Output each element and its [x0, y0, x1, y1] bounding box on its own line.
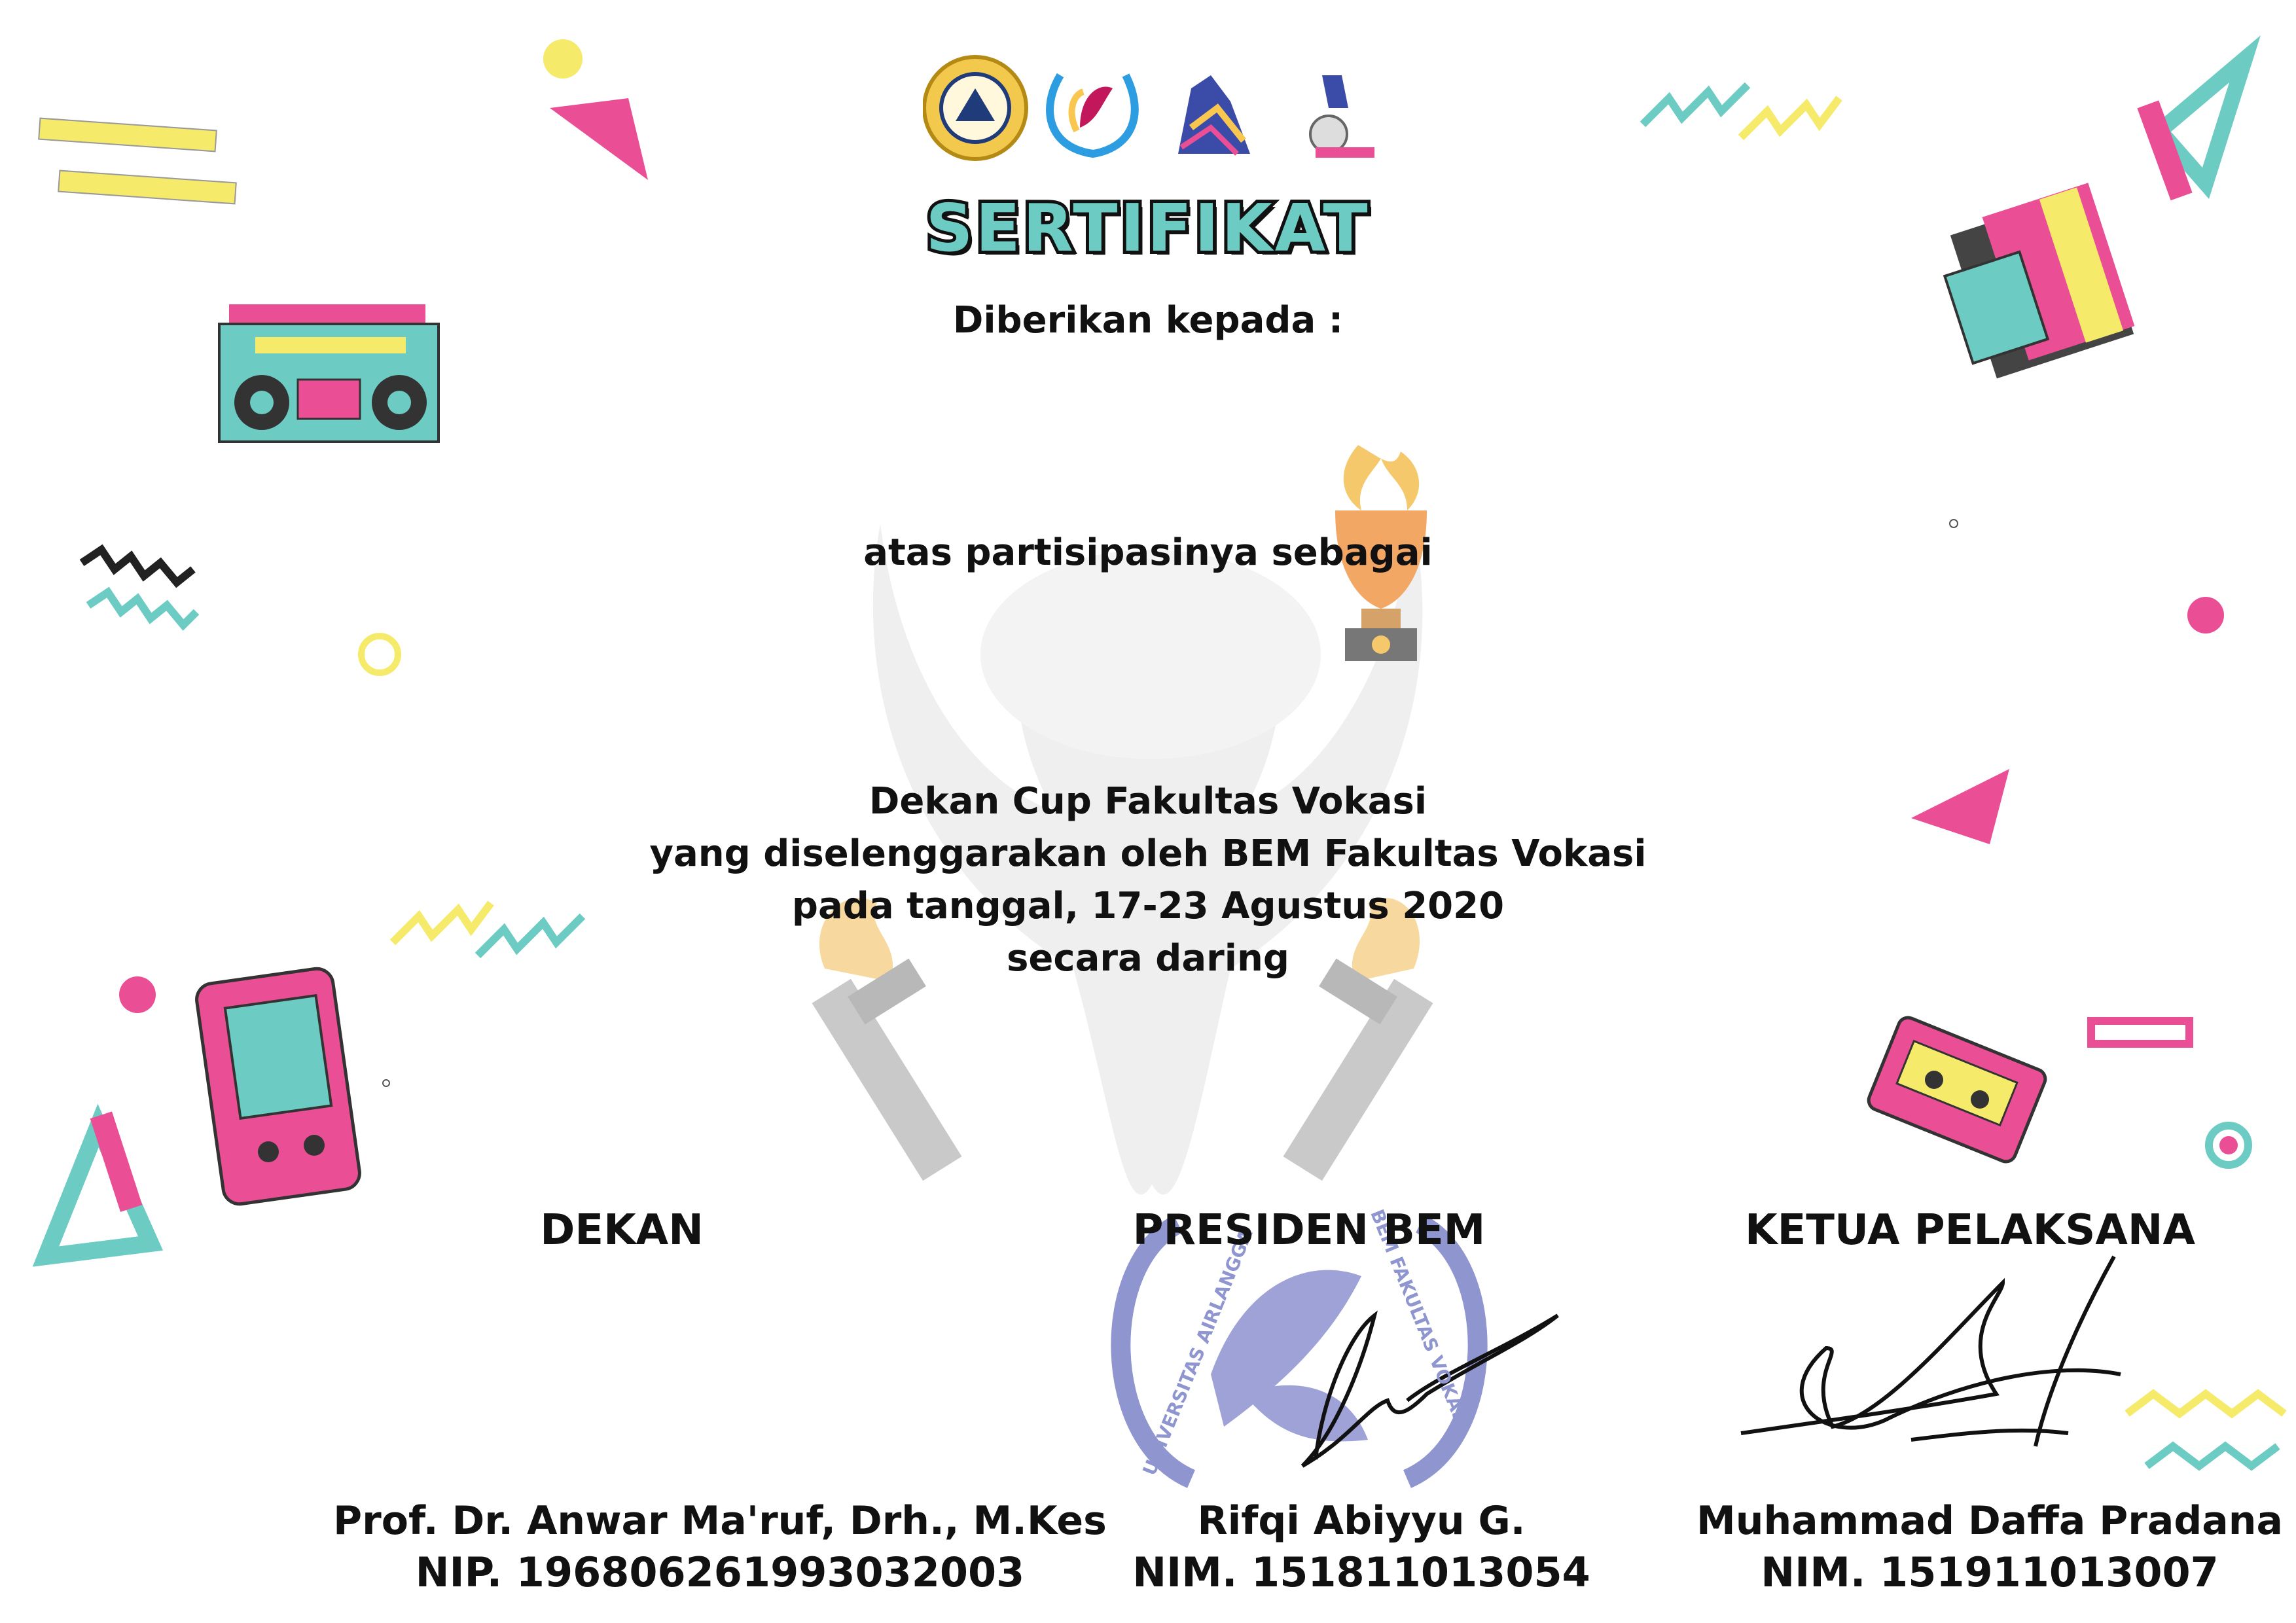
university-seal-logo [922, 55, 1028, 161]
game-console-icon [195, 967, 361, 1206]
event-line: secara daring [1007, 937, 1289, 980]
film-roll-icon [1943, 183, 2135, 379]
signature-presiden [1300, 1310, 1559, 1468]
given-to-label: Diberikan kepada : [952, 299, 1344, 342]
event-line: pada tanggal, 17-23 Agustus 2020 [791, 885, 1505, 927]
torch-icon [1283, 898, 1433, 1181]
signatory-name: Prof. Dr. Anwar Ma'ruf, Drh., M.Kes [333, 1498, 1107, 1544]
wolf-mascot-logo [1178, 75, 1250, 156]
signatory-dekan: DEKAN [327, 1204, 1113, 1257]
signatory-nip: NIP. 196806261993032003 [415, 1548, 1025, 1596]
signature-ketua [1740, 1255, 2121, 1447]
participation-label: atas partisipasinya sebagai [863, 531, 1433, 574]
dekan-cup-logo [1309, 75, 1374, 158]
signatory-presiden-details: Rifqi Abiyyu G. NIM. 151811013054 [969, 1495, 1754, 1599]
event-line: Dekan Cup Fakultas Vokasi [869, 780, 1427, 823]
torch-icon [812, 898, 962, 1181]
signatory-nim: NIM. 151811013054 [1132, 1548, 1590, 1596]
certificate-title: SERTIFIKAT [922, 187, 1371, 270]
signatory-ketua-details: Muhammad Daffa Pradana NIM. 151911013007 [1597, 1495, 2296, 1599]
event-description: Dekan Cup Fakultas Vokasi yang diselengg… [0, 776, 2296, 985]
signatory-role: DEKAN [540, 1206, 704, 1255]
background-emblem [872, 524, 1423, 1195]
title-wrap: SERTIFIKAT [0, 187, 2296, 270]
trophy-icon [1335, 445, 1427, 661]
signatory-ketua: KETUA PELAKSANA [1597, 1204, 2296, 1257]
logo-row [922, 49, 1394, 167]
signatory-role: PRESIDEN BEM [1132, 1206, 1486, 1255]
signatory-name: Muhammad Daffa Pradana [1696, 1498, 2283, 1544]
signatory-nim: NIM. 151911013007 [1761, 1548, 2219, 1596]
event-line: yang diselenggarakan oleh BEM Fakultas V… [649, 832, 1647, 875]
cassette-icon [1867, 1016, 2047, 1164]
bem-stamp [1111, 1215, 1488, 1488]
signatory-presiden: PRESIDEN BEM [969, 1204, 1754, 1257]
boombox-icon [218, 304, 440, 443]
signatory-dekan-details: Prof. Dr. Anwar Ma'ruf, Drh., M.Kes NIP.… [327, 1495, 1113, 1599]
signatory-name: Rifqi Abiyyu G. [1197, 1498, 1526, 1544]
vokasi-logo [1046, 73, 1139, 158]
signatory-role: KETUA PELAKSANA [1744, 1206, 2196, 1255]
